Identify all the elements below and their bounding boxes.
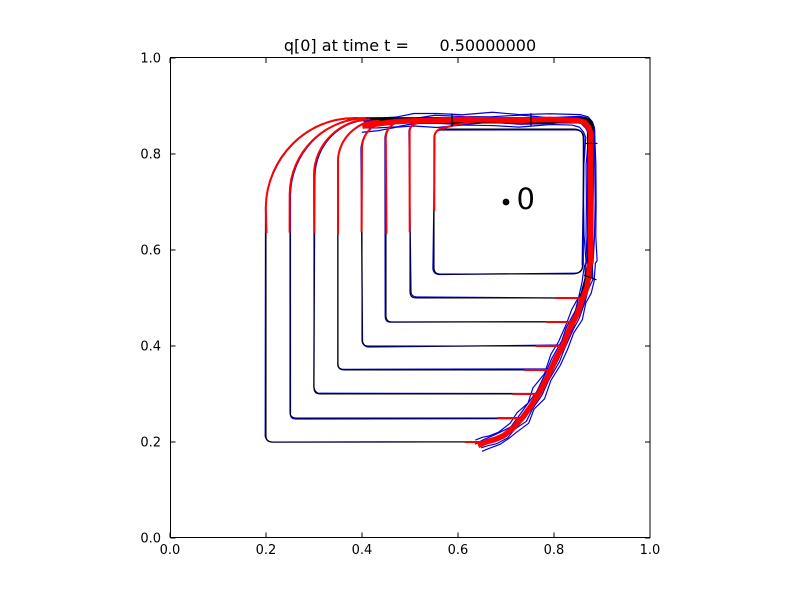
y-tick-label: 0.4 bbox=[140, 340, 161, 355]
y-tick-label: 0.2 bbox=[140, 436, 161, 451]
contour-red-spur-left bbox=[288, 117, 366, 233]
axes-frame bbox=[170, 57, 651, 538]
x-tick-label: 0.4 bbox=[352, 543, 373, 558]
band-blue-fringe-line bbox=[362, 111, 598, 452]
contour-red-spur-left bbox=[360, 120, 390, 233]
contour-red-spur-left bbox=[408, 122, 419, 233]
contour-red-spur-left bbox=[433, 119, 482, 212]
contour-line-blue bbox=[408, 121, 589, 299]
y-tick-label: 0.8 bbox=[140, 148, 161, 163]
contour-line-blue bbox=[360, 120, 591, 348]
contour-line-black bbox=[361, 120, 590, 347]
contour-line-black bbox=[313, 118, 592, 395]
gauge-point bbox=[502, 198, 510, 206]
contour-band-red bbox=[361, 116, 594, 448]
contour-red-spur-left bbox=[384, 120, 401, 234]
y-tick-label: 1.0 bbox=[140, 52, 161, 67]
contour-line-blue bbox=[384, 121, 591, 323]
band-blue-fringe-line bbox=[363, 114, 596, 449]
y-tick-label: 0.6 bbox=[140, 244, 161, 259]
band-blue-fringe-line bbox=[363, 120, 590, 445]
contour-line-blue bbox=[337, 118, 592, 371]
gauge-label: 0 bbox=[517, 182, 535, 216]
contour-line-black bbox=[337, 119, 591, 371]
band-cross-tick bbox=[583, 274, 597, 281]
x-tick-label: 0.6 bbox=[448, 543, 469, 558]
y-tick-label: 0.0 bbox=[140, 532, 161, 547]
contour-red-spur-left bbox=[264, 117, 356, 234]
x-tick-label: 0.2 bbox=[256, 543, 277, 558]
plot-title: q[0] at time t = 0.50000000 bbox=[283, 36, 537, 55]
x-tick-label: 0.8 bbox=[544, 543, 565, 558]
x-tick-label: 0.0 bbox=[160, 543, 181, 558]
contour-line-black bbox=[385, 121, 590, 323]
x-tick-label: 1.0 bbox=[640, 543, 661, 558]
contour-line-blue bbox=[313, 119, 593, 395]
contour-line-black bbox=[409, 122, 589, 299]
contour-red-spur-left bbox=[336, 119, 380, 235]
band-blue-fringe-line bbox=[361, 123, 587, 441]
contour-red-spur-left bbox=[312, 118, 371, 233]
